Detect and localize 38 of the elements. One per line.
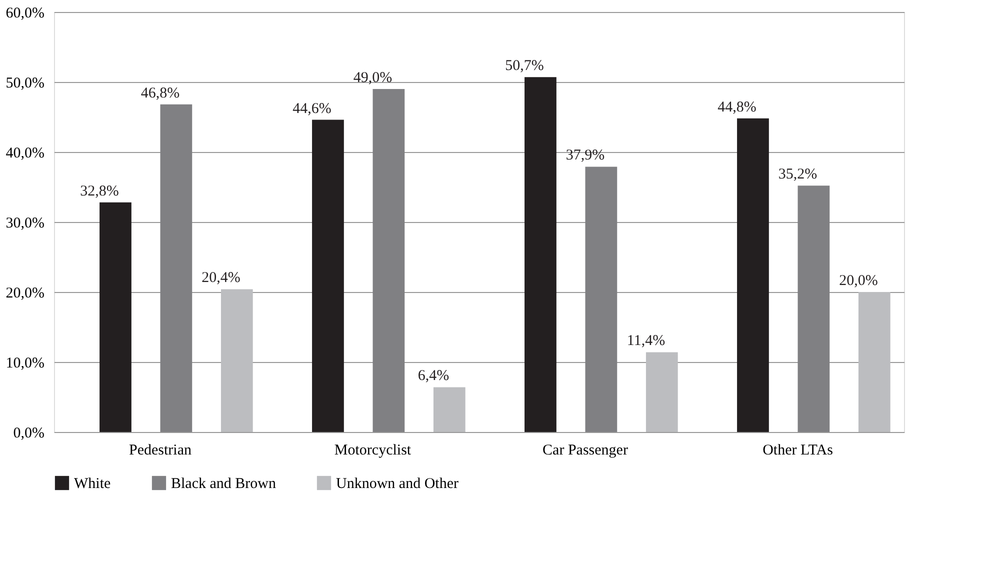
data-label: 50,7% [505,58,544,74]
bar [100,202,132,432]
y-tick-label: 50,0% [6,76,44,92]
data-label: 20,4% [202,270,240,286]
x-tick-label: Motorcyclist [334,442,412,458]
data-label: 44,8% [718,99,756,116]
data-label: 35,2% [778,166,818,183]
y-tick-label: 0,0% [13,426,44,442]
bar [160,104,192,432]
data-label: 11,4% [626,333,666,350]
bar [646,352,678,432]
data-label: 49,0% [353,70,392,86]
bar [858,292,890,432]
x-tick-label: Car Passenger [542,442,628,458]
legend-label: Unknown and Other [336,476,458,492]
data-label: 6,4% [418,368,450,384]
y-tick-label: 60,0% [6,6,44,22]
data-label: 44,6% [292,100,332,117]
bar [585,166,618,432]
bar [737,118,769,432]
bar [798,186,830,432]
y-tick-label: 40,0% [6,146,44,162]
bar [433,387,466,432]
data-label: 46,8% [140,85,180,102]
data-label: 20,0% [839,273,878,289]
y-tick-label: 20,0% [6,286,44,302]
x-tick-label: Pedestrian [129,442,192,458]
y-tick-label: 30,0% [6,216,44,232]
y-tick-label: 10,0% [6,356,44,372]
data-label: 37,9% [566,148,605,164]
legend-label: White [74,476,111,492]
bar [372,89,405,432]
bar [312,120,344,432]
bar [220,289,253,432]
data-label: 32,8% [80,183,119,200]
bar [524,77,556,432]
x-tick-label: Other LTAs [762,442,834,458]
legend-label: Black and Brown [171,476,276,492]
